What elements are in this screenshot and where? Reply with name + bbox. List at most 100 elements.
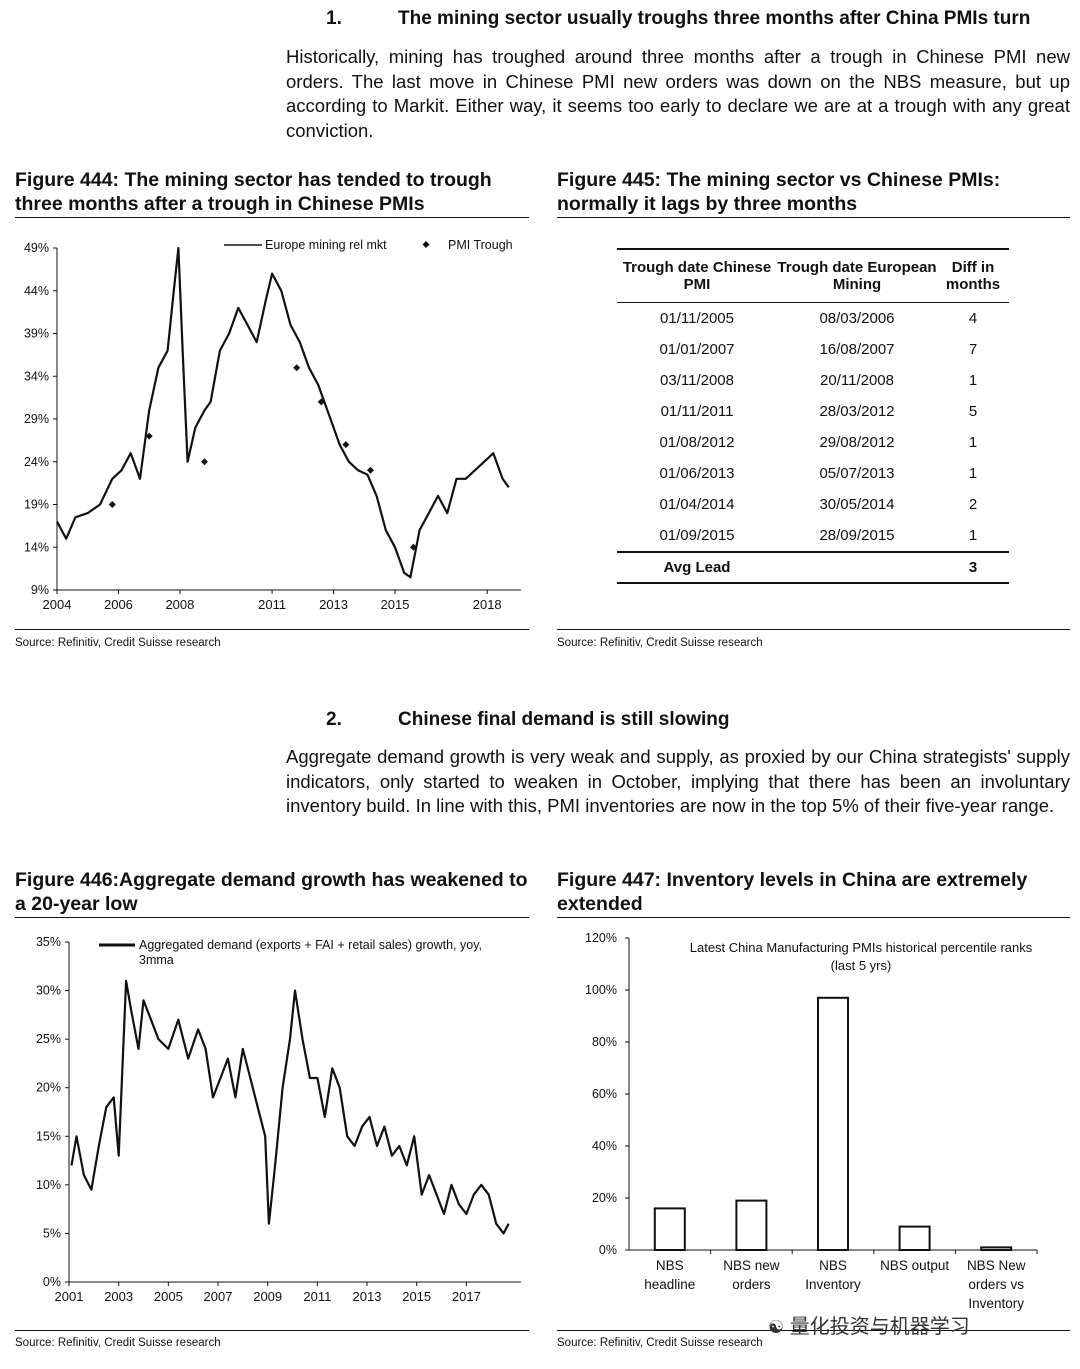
avg-lead-blank: [777, 552, 937, 583]
figure-446-source-rule: [15, 1330, 529, 1331]
table-row: 01/08/2012 29/08/2012 1: [617, 427, 1009, 458]
y-tick-label: 0%: [599, 1243, 617, 1257]
x-tick-label: 2017: [452, 1289, 481, 1304]
x-tick-label: 2006: [104, 597, 133, 612]
figure-447-chart: 0% 20% 40% 60% 80% 100% 120% Latest China Manuf…: [585, 931, 1038, 1311]
cell-european-mining-date: 16/08/2007: [819, 341, 895, 358]
x-tick-label: 2008: [165, 597, 194, 612]
y-tick-label: 14%: [24, 540, 49, 554]
pmi-trough-marker: [293, 364, 301, 372]
y-tick-label: 0%: [43, 1275, 61, 1289]
x-category-label: Inventory: [968, 1296, 1024, 1311]
cell-diff-months: 1: [968, 434, 978, 451]
y-tick-label: 40%: [592, 1139, 617, 1153]
pmi-trough-marker: [108, 501, 116, 508]
chart-inner-title: Latest China Manufacturing PMIs historic…: [690, 940, 1033, 955]
x-tick-label: 2015: [402, 1289, 431, 1304]
cell-diff-months: 1: [968, 372, 978, 389]
cell-european-mining-date: 08/03/2006: [819, 310, 895, 327]
pmi-trough-marker: [317, 398, 325, 406]
y-tick-label: 49%: [24, 241, 49, 255]
x-tick-label: 2004: [43, 597, 72, 612]
chart-inner-subtitle: (last 5 yrs): [831, 958, 892, 973]
series-line: [70, 979, 510, 1235]
y-tick-label: 100%: [585, 983, 617, 997]
x-tick-label: 2001: [55, 1289, 84, 1304]
x-tick-label: 2013: [353, 1289, 382, 1304]
pmi-trough-marker: [366, 466, 374, 474]
section-2-paragraph: Aggregate demand growth is very weak and…: [286, 746, 1070, 816]
y-tick-label: 29%: [24, 412, 49, 426]
table-row: 01/01/2007 16/08/2007 7: [617, 334, 1009, 365]
cell-chinese-pmi-date: 01/06/2013: [659, 465, 735, 482]
x-category-label: Inventory: [805, 1277, 861, 1292]
trough-table-header: Trough date Chinese PMI Trough date Euro…: [617, 249, 1009, 303]
bar: [735, 1199, 768, 1252]
legend-label-line-1: Aggregated demand (exports + FAI + retai…: [139, 938, 482, 952]
cell-chinese-pmi-date: 01/09/2015: [659, 527, 735, 544]
pmi-trough-marker: [342, 441, 350, 449]
x-tick-label: 2015: [381, 597, 410, 612]
x-tick-label: 2005: [154, 1289, 183, 1304]
cell-european-mining-date: 29/08/2012: [819, 434, 895, 451]
x-category-label: NBS output: [880, 1258, 949, 1273]
section-2-number: 2.: [326, 709, 342, 730]
trough-table: Trough date Chinese PMI Trough date Euro…: [617, 248, 1009, 584]
cell-european-mining-date: 28/09/2015: [819, 527, 895, 544]
figure-447-source-rule: [557, 1330, 1070, 1331]
table-row: 01/06/2013 05/07/2013 1: [617, 458, 1009, 489]
figure-446-chart: 0% 5% 10% 15% 20% 25% 30% 35% 2001 2003 2005 2007 20…: [36, 935, 521, 1304]
figure-445-title: Figure 445: The mining sector vs Chinese…: [557, 168, 1070, 218]
legend-label-line-2: 3mma: [139, 953, 174, 967]
table-row: 03/11/2008 20/11/2008 1: [617, 365, 1009, 396]
x-category-label: headline: [644, 1277, 695, 1292]
trough-table-footer: Avg Lead 3: [617, 552, 1009, 583]
cell-chinese-pmi-date: 01/01/2007: [659, 341, 735, 358]
y-tick-label: 25%: [36, 1032, 61, 1046]
y-tick-label: 9%: [31, 583, 49, 597]
legend-diamond-swatch: [422, 241, 430, 248]
cell-chinese-pmi-date: 03/11/2008: [660, 372, 734, 389]
avg-lead-value: 3: [968, 559, 978, 576]
y-tick-label: 80%: [592, 1035, 617, 1049]
legend-label-mining: Europe mining rel mkt: [265, 238, 387, 252]
pmi-trough-marker: [200, 458, 208, 466]
x-tick-label: 2013: [319, 597, 348, 612]
y-tick-label: 19%: [24, 498, 49, 512]
y-tick-label: 120%: [585, 931, 617, 945]
table-row: 01/11/2005 08/03/2006 4: [617, 303, 1009, 335]
legend-label-pmi-trough: PMI Trough: [448, 238, 513, 252]
cell-european-mining-date: 28/03/2012: [819, 403, 895, 420]
section-2-title: Chinese final demand is still slowing: [398, 709, 730, 730]
x-category-label: NBS: [656, 1258, 684, 1273]
pmi-trough-marker: [409, 543, 417, 551]
cell-diff-months: 5: [968, 403, 978, 420]
cell-european-mining-date: 05/07/2013: [819, 465, 895, 482]
y-tick-label: 15%: [36, 1129, 61, 1143]
figure-445-source-rule: [557, 629, 1070, 630]
cell-chinese-pmi-date: 01/04/2014: [659, 496, 735, 513]
figure-444-title: Figure 444: The mining sector has tended…: [15, 168, 529, 218]
pmi-trough-marker: [145, 432, 153, 440]
section-1-number: 1.: [326, 8, 342, 29]
y-tick-label: 35%: [36, 935, 61, 949]
x-tick-label: 2011: [303, 1289, 331, 1304]
figure-447-source: Source: Refinitiv, Credit Suisse researc…: [557, 1337, 763, 1349]
y-tick-label: 60%: [592, 1087, 617, 1101]
x-tick-label: 2007: [204, 1289, 233, 1304]
figure-444-chart: 9% 14% 19% 24% 29% 34% 39% 44% 49% 2004 2006 2008 20…: [24, 238, 521, 612]
wechat-icon: ☯: [768, 1317, 785, 1337]
cell-diff-months: 7: [968, 341, 978, 358]
y-tick-label: 39%: [24, 327, 49, 341]
section-1-title: The mining sector usually troughs three …: [398, 8, 1031, 29]
series-line: [56, 246, 510, 579]
figure-445-table-wrap: Trough date Chinese PMI Trough date Euro…: [617, 248, 1009, 584]
cell-european-mining-date: 30/05/2014: [819, 496, 895, 513]
avg-lead-label: Avg Lead: [663, 559, 731, 576]
cell-chinese-pmi-date: 01/11/2005: [660, 310, 734, 327]
y-tick-label: 10%: [36, 1178, 61, 1192]
bar: [653, 1207, 686, 1251]
section-1-paragraph: Historically, mining has troughed around…: [286, 46, 1070, 141]
x-tick-label: 2003: [104, 1289, 133, 1304]
watermark: ☯ 量化投资与机器学习: [768, 1310, 970, 1339]
